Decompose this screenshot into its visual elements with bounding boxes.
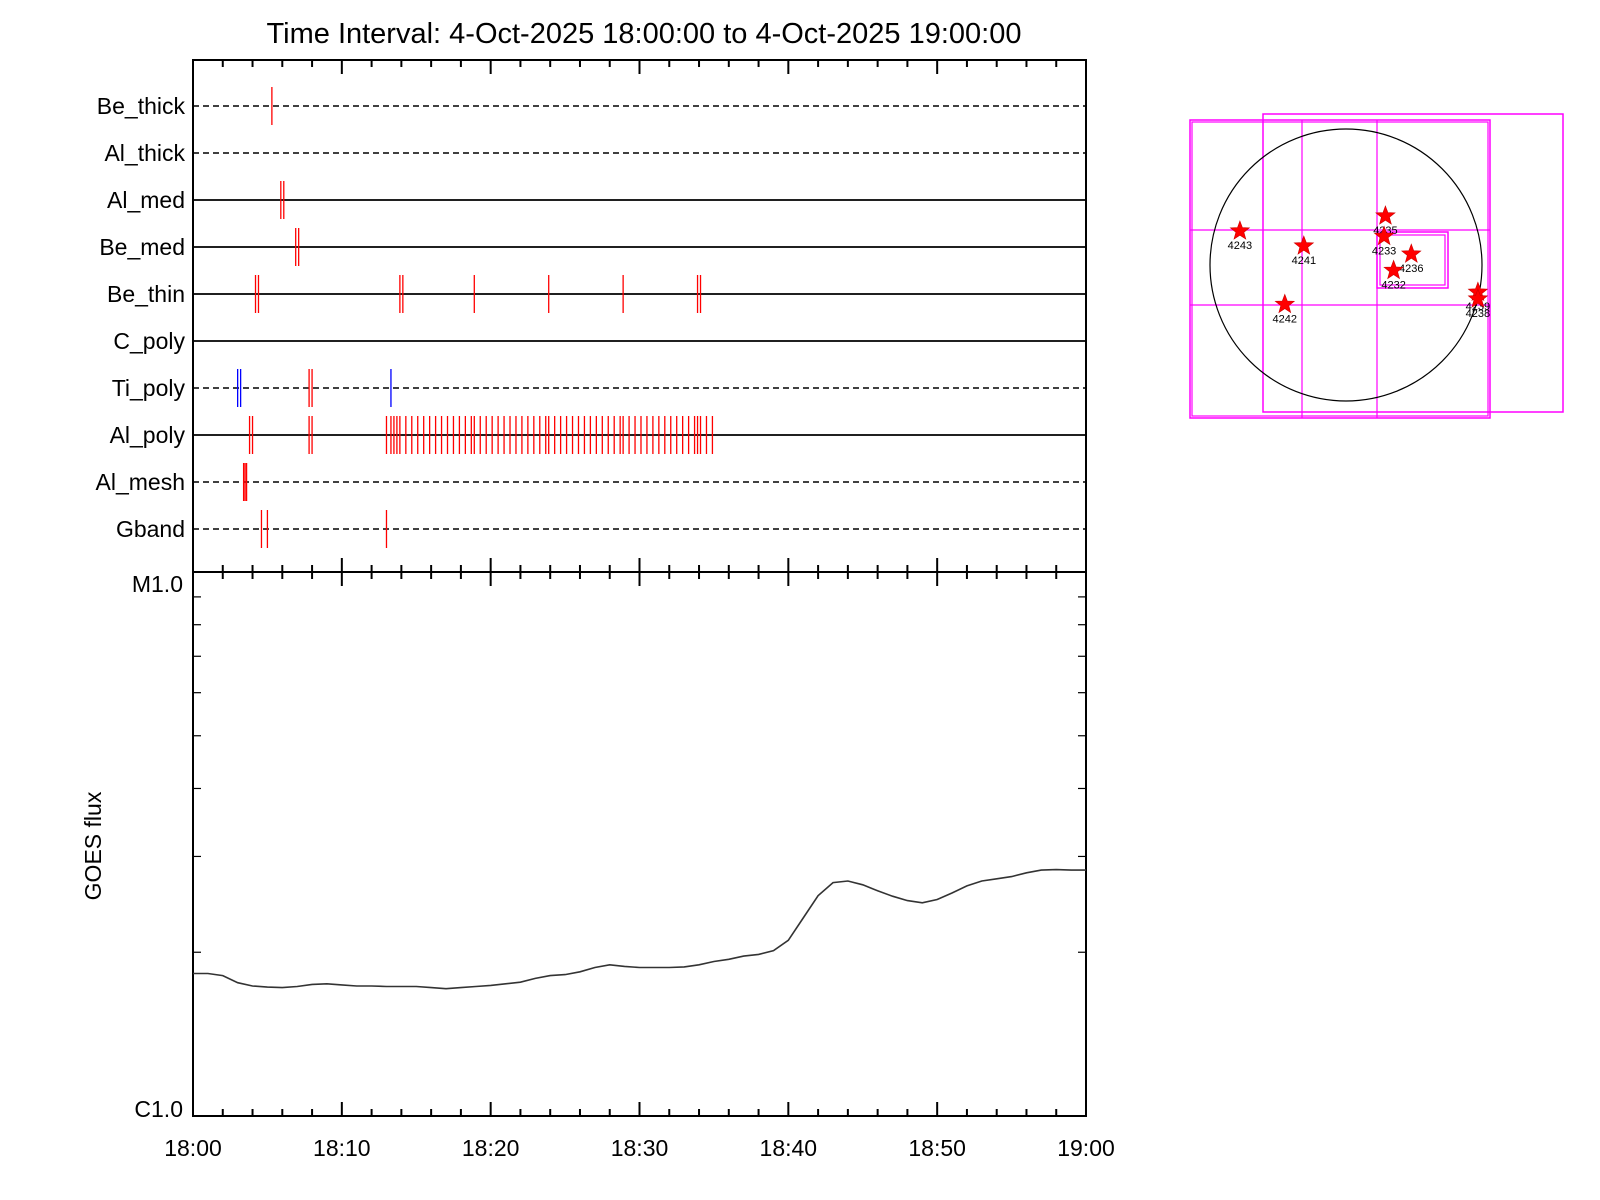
x-tick-label: 18:20	[462, 1135, 520, 1161]
y-max-label: M1.0	[132, 571, 183, 597]
event-row-al-mesh: Al_mesh	[96, 463, 1086, 501]
goes-flux-panel: 18:00 18:10 18:20 18:30 18:40 18:50 19:00 M1.0…	[80, 571, 1115, 1161]
x-tick-label: 18:10	[313, 1135, 371, 1161]
fov-box	[1376, 231, 1449, 289]
event-row-label: Ti_poly	[112, 375, 186, 401]
fov-box	[1191, 121, 1489, 417]
goes-panel-frame	[192, 571, 1087, 1117]
x-tick-label: 19:00	[1057, 1135, 1115, 1161]
x-tick-label: 18:30	[611, 1135, 669, 1161]
region-star-icon	[1383, 259, 1404, 280]
event-row-label: Gband	[116, 516, 185, 542]
event-row-label: Al_poly	[110, 422, 186, 448]
region-label: 4238	[1466, 308, 1490, 320]
event-row-al-med: Al_med	[107, 181, 1086, 219]
event-row-label: Be_thick	[97, 93, 186, 119]
fov-box	[1379, 234, 1446, 286]
active-region: 4238	[1466, 288, 1490, 320]
y-axis-label: GOES flux	[80, 791, 106, 900]
region-star-icon	[1373, 225, 1395, 246]
region-label: 4236	[1399, 263, 1423, 275]
event-row-label: Al_thick	[104, 140, 185, 166]
chart-title: Time Interval: 4-Oct-2025 18:00:00 to 4-…	[267, 18, 1022, 50]
region-star-icon	[1400, 243, 1422, 263]
solar-limb	[1209, 128, 1483, 402]
region-star-icon	[1274, 293, 1296, 314]
region-label: 4233	[1372, 245, 1396, 257]
active-region: 4243	[1228, 220, 1252, 252]
region-star-icon	[1293, 235, 1315, 255]
event-row-label: Al_med	[107, 187, 185, 213]
active-region: 4241	[1292, 235, 1316, 267]
event-row-label: Be_thin	[107, 281, 185, 307]
event-row-al-thick: Al_thick	[104, 140, 1086, 166]
x-tick-label: 18:40	[760, 1135, 818, 1161]
region-star-icon	[1375, 205, 1396, 225]
event-row-gband: Gband	[116, 510, 1086, 548]
event-row-label: Al_mesh	[96, 469, 185, 495]
fov-box	[1262, 113, 1564, 413]
active-region: 4236	[1399, 243, 1424, 275]
active-region: 4242	[1273, 293, 1297, 325]
event-row-c-poly: C_poly	[113, 328, 1086, 354]
region-label: 4242	[1273, 313, 1297, 325]
filter-event-panel: Be_thick Al_thick Al_med Be_med Be_thin C_pol…	[96, 59, 1087, 573]
solar-disk-map: 424342414235423342364232424242394238	[1189, 113, 1564, 419]
event-row-be-thick: Be_thick	[97, 87, 1086, 125]
event-row-label: Be_med	[99, 234, 185, 260]
event-row-al-poly: Al_poly	[110, 416, 1086, 454]
region-label: 4239	[1466, 301, 1490, 313]
region-label: 4241	[1292, 255, 1316, 267]
event-row-be-thin: Be_thin	[107, 275, 1086, 313]
region-label: 4243	[1228, 240, 1252, 252]
active-region: 4233	[1372, 225, 1396, 257]
region-label: 4232	[1381, 279, 1405, 291]
event-panel-frame	[192, 59, 1087, 573]
region-star-icon	[1229, 220, 1251, 240]
region-star-icon	[1467, 288, 1489, 308]
goes-flux-line	[193, 868, 1086, 990]
event-row-be-med: Be_med	[99, 228, 1086, 266]
active-region: 4232	[1381, 259, 1406, 291]
event-row-label: C_poly	[113, 328, 185, 354]
y-min-label: C1.0	[134, 1096, 183, 1122]
x-tick-label: 18:50	[908, 1135, 966, 1161]
event-row-ti-poly: Ti_poly	[112, 369, 1086, 407]
x-tick-label: 18:00	[164, 1135, 222, 1161]
fov-box	[1189, 119, 1491, 419]
